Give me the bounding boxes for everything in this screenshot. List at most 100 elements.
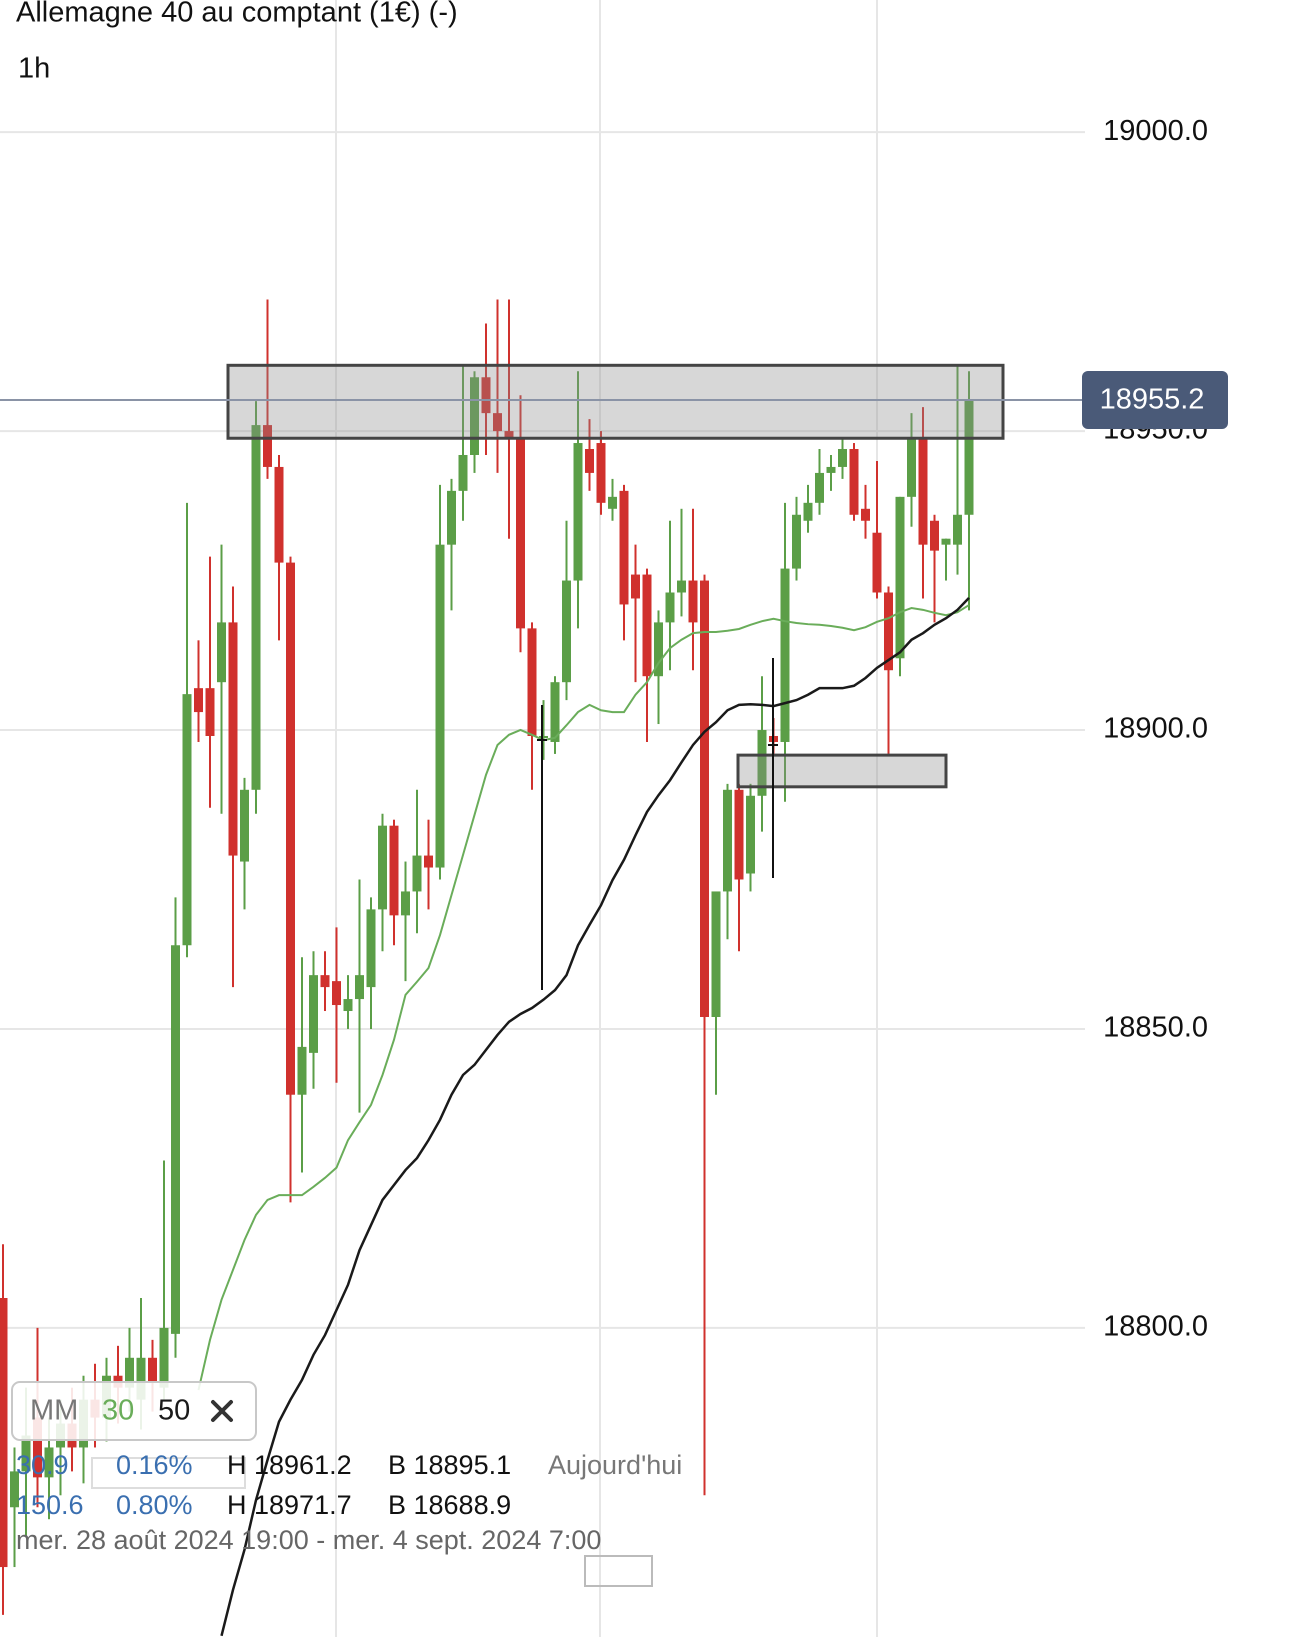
- candle-body: [286, 562, 295, 1095]
- candle-body: [677, 580, 686, 593]
- candle-body: [504, 431, 514, 438]
- candle-body: [481, 377, 491, 414]
- info-value: 0.80%: [116, 1490, 193, 1520]
- legend-close[interactable]: [211, 1400, 233, 1422]
- candle-body: [355, 975, 364, 1000]
- candle-body: [838, 449, 847, 467]
- candle-body: [642, 574, 652, 677]
- candle-body: [964, 399, 974, 515]
- candle-body: [332, 981, 341, 1006]
- candle-body: [251, 425, 261, 790]
- candle-body: [240, 789, 249, 862]
- candle-body: [734, 789, 744, 880]
- chart-title: Allemagne 40 au comptant (1€) (-): [16, 0, 458, 29]
- candle-body: [458, 454, 468, 491]
- candle-body: [148, 1357, 157, 1382]
- candle-body: [826, 466, 836, 473]
- zone: [736, 753, 948, 789]
- candle-body: [343, 999, 353, 1012]
- info-box: [91, 1457, 246, 1489]
- candle-body: [378, 825, 387, 910]
- candle-body: [21, 1435, 31, 1472]
- scroll-handle[interactable]: [584, 1555, 653, 1587]
- candle-body: [907, 437, 916, 497]
- candle-body: [654, 622, 663, 677]
- y-tick-label: 18900.0: [1103, 713, 1208, 745]
- candle-body: [424, 855, 433, 868]
- candle-body: [33, 1417, 42, 1478]
- info-value: H 18971.7: [227, 1490, 352, 1520]
- info-value: Aujourd'hui: [548, 1450, 682, 1480]
- info-value: H 18961.2: [227, 1450, 352, 1480]
- candle-body: [953, 514, 962, 545]
- candle-body: [412, 855, 422, 892]
- candle-body: [309, 975, 318, 1053]
- candle-body: [0, 1298, 8, 1568]
- grid: [335, 0, 878, 1637]
- legend-entry: 30: [102, 1395, 134, 1427]
- candle-body: [757, 730, 767, 796]
- legend-entry: 50: [158, 1395, 190, 1427]
- candle-body: [205, 688, 215, 736]
- candle-body: [44, 1447, 54, 1478]
- legend-box: [11, 1381, 257, 1441]
- candle-body: [171, 945, 180, 1334]
- candle-body: [803, 502, 813, 521]
- info-value: B 18895.1: [388, 1450, 511, 1480]
- candle-body: [665, 592, 675, 623]
- candle-body: [619, 490, 629, 605]
- candle-body: [297, 1046, 307, 1095]
- candle-body: [228, 622, 238, 856]
- candle-body: [861, 508, 870, 521]
- candle-body: [320, 975, 330, 988]
- drawing-lines: [537, 658, 778, 990]
- candle-body: [366, 909, 376, 988]
- candle-body: [389, 825, 399, 916]
- legend-label: MM: [30, 1395, 78, 1427]
- candle-body: [815, 472, 824, 503]
- candle-body: [125, 1357, 134, 1388]
- date-range: mer. 28 août 2024 19:00 - mer. 4 sept. 2…: [16, 1525, 601, 1555]
- candle-body: [562, 580, 571, 683]
- candle-body: [274, 466, 284, 563]
- y-tick-label: 18800.0: [1103, 1311, 1208, 1343]
- candle-body: [550, 682, 560, 742]
- info-value: 30.9: [16, 1450, 69, 1480]
- candle-body: [608, 496, 617, 509]
- info-value: 0.16%: [116, 1450, 193, 1480]
- info-value: B 18688.9: [388, 1490, 511, 1520]
- candle-body: [631, 574, 640, 599]
- candle-body: [723, 789, 732, 892]
- candle-body: [872, 532, 882, 593]
- info-value: 150.6: [16, 1490, 84, 1520]
- candle-body: [401, 891, 410, 916]
- candle-body: [263, 425, 272, 467]
- candle-body: [711, 891, 721, 1017]
- candle-body: [539, 735, 548, 738]
- candle-body: [194, 688, 203, 713]
- candle-body: [746, 795, 755, 874]
- zone: [226, 363, 1005, 440]
- candle-body: [700, 580, 709, 1017]
- candle-body: [941, 538, 951, 545]
- moving-average: [197, 604, 970, 1391]
- candle-body: [470, 377, 479, 455]
- y-tick-label: 18850.0: [1103, 1012, 1208, 1044]
- candle-body: [527, 628, 537, 736]
- candle-body: [435, 544, 445, 868]
- candle-body: [493, 413, 502, 432]
- candle-body: [792, 514, 801, 569]
- candle-body: [585, 449, 594, 473]
- candle-body: [884, 592, 893, 671]
- close-icon[interactable]: [211, 1400, 233, 1422]
- overlay: 18800.018850.018900.018950.019000.018955…: [1082, 115, 1228, 1343]
- candle-body: [918, 437, 928, 545]
- candle-body: [10, 1471, 19, 1508]
- last-price-badge: [1082, 370, 1228, 429]
- moving-average: [220, 597, 970, 1637]
- candle-body: [182, 694, 192, 946]
- candle-body: [159, 1327, 169, 1388]
- candle-body: [136, 1357, 146, 1400]
